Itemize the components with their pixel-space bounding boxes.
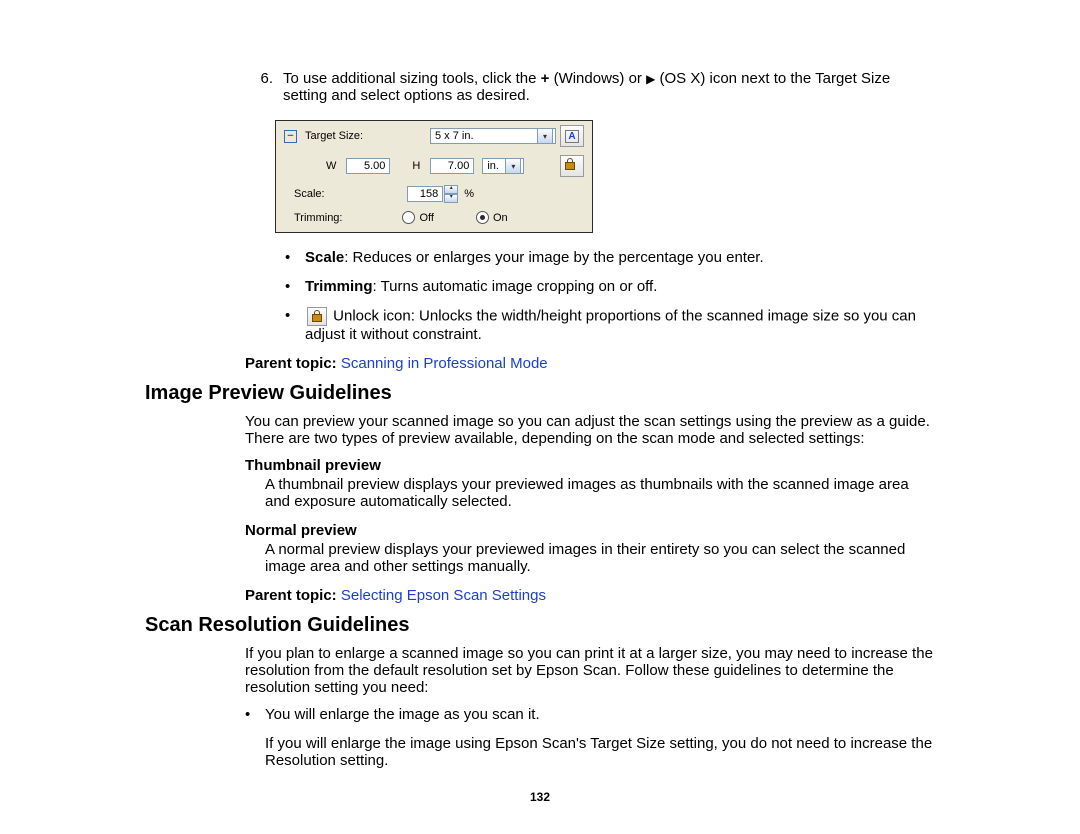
trim-off-radio[interactable]: Off bbox=[402, 211, 433, 224]
parent-link-1[interactable]: Scanning in Professional Mode bbox=[341, 355, 548, 372]
h-label: H bbox=[412, 160, 420, 172]
target-size-dropdown[interactable]: 5 x 7 in. ▾ bbox=[430, 128, 556, 144]
scale-spinner[interactable]: ▴▾ bbox=[444, 185, 458, 203]
bullet-icon bbox=[285, 307, 305, 343]
trim-on-radio[interactable]: On bbox=[476, 211, 508, 224]
w-label: W bbox=[326, 160, 336, 172]
unlock-icon bbox=[307, 307, 327, 326]
parent-topic-1: Parent topic: Scanning in Professional M… bbox=[245, 355, 935, 372]
dd-thumbnail: A thumbnail preview displays your previe… bbox=[265, 476, 935, 510]
parent-topic-2: Parent topic: Selecting Epson Scan Setti… bbox=[245, 587, 935, 604]
play-symbol: ▶ bbox=[646, 72, 655, 86]
step-content: To use additional sizing tools, click th… bbox=[283, 70, 935, 104]
target-size-value: 5 x 7 in. bbox=[433, 130, 535, 142]
bullet-icon bbox=[285, 278, 305, 295]
collapse-icon[interactable]: − bbox=[284, 130, 297, 143]
orientation-icon[interactable]: A bbox=[560, 125, 584, 147]
target-size-label: Target Size: bbox=[305, 130, 363, 142]
panel-row-trim: Trimming: Off On bbox=[276, 207, 592, 232]
panel-row-scale: Scale: 158 ▴▾ % bbox=[276, 181, 592, 207]
trimming-label: Trimming: bbox=[294, 212, 342, 224]
parent-label-2: Parent topic: bbox=[245, 587, 341, 604]
definition-list: Thumbnail preview A thumbnail preview di… bbox=[245, 457, 935, 575]
target-size-panel: − Target Size: 5 x 7 in. ▾ A W 5.00 H 7.… bbox=[275, 120, 593, 233]
chevron-down-icon[interactable]: ▾ bbox=[537, 128, 553, 144]
bullet-list-1: Scale: Reduces or enlarges your image by… bbox=[285, 249, 935, 343]
bullet-icon bbox=[285, 249, 305, 266]
para-scan-resolution: If you plan to enlarge a scanned image s… bbox=[245, 645, 935, 696]
panel-row-target: − Target Size: 5 x 7 in. ▾ A bbox=[276, 121, 592, 151]
bullet-enlarge: You will enlarge the image as you scan i… bbox=[245, 706, 935, 723]
parent-label-1: Parent topic: bbox=[245, 355, 341, 372]
bullet-unlock-text: Unlock icon: Unlocks the width/height pr… bbox=[305, 307, 916, 343]
h-input[interactable]: 7.00 bbox=[430, 158, 474, 174]
scale-label: Scale: bbox=[294, 188, 325, 200]
trim-on-label: On bbox=[493, 212, 508, 224]
trim-off-label: Off bbox=[419, 212, 433, 224]
bullet-trim-rest: : Turns automatic image cropping on or o… bbox=[373, 278, 658, 295]
chevron-down-icon[interactable]: ▾ bbox=[505, 158, 521, 174]
heading-image-preview: Image Preview Guidelines bbox=[145, 382, 935, 405]
dd-normal: A normal preview displays your previewed… bbox=[265, 541, 935, 575]
bullet-scale-rest: : Reduces or enlarges your image by the … bbox=[344, 249, 763, 266]
bullet-scale: Scale: Reduces or enlarges your image by… bbox=[285, 249, 935, 266]
bullet-enlarge-note: If you will enlarge the image using Epso… bbox=[265, 735, 935, 769]
step-6: 6. To use additional sizing tools, click… bbox=[245, 70, 935, 104]
bullet-unlock: Unlock icon: Unlocks the width/height pr… bbox=[285, 307, 935, 343]
parent-link-2[interactable]: Selecting Epson Scan Settings bbox=[341, 587, 546, 604]
w-input[interactable]: 5.00 bbox=[346, 158, 390, 174]
heading-scan-resolution: Scan Resolution Guidelines bbox=[145, 614, 935, 637]
step-text-2: (Windows) or bbox=[549, 70, 646, 87]
bullet-trim-bold: Trimming bbox=[305, 278, 373, 295]
bullet-trimming: Trimming: Turns automatic image cropping… bbox=[285, 278, 935, 295]
lock-icon[interactable] bbox=[560, 155, 584, 177]
dt-thumbnail: Thumbnail preview bbox=[245, 457, 935, 474]
a-icon-text: A bbox=[565, 130, 578, 143]
unit-value: in. bbox=[485, 160, 503, 172]
para-image-preview: You can preview your scanned image so yo… bbox=[245, 413, 935, 447]
panel-row-wh: W 5.00 H 7.00 in. ▾ bbox=[276, 151, 592, 181]
page-number: 132 bbox=[0, 790, 1080, 804]
step-text-1: To use additional sizing tools, click th… bbox=[283, 70, 541, 87]
step-number: 6. bbox=[245, 70, 283, 104]
bullet-scale-bold: Scale bbox=[305, 249, 344, 266]
bullet-enlarge-note-text: If you will enlarge the image using Epso… bbox=[265, 735, 935, 769]
dt-normal: Normal preview bbox=[245, 522, 935, 539]
page: 6. To use additional sizing tools, click… bbox=[0, 0, 1080, 834]
unit-dropdown[interactable]: in. ▾ bbox=[482, 158, 524, 174]
scale-input[interactable]: 158 bbox=[407, 186, 443, 202]
bullet-enlarge-text: You will enlarge the image as you scan i… bbox=[265, 706, 935, 723]
bullet-list-2: You will enlarge the image as you scan i… bbox=[245, 706, 935, 769]
scale-unit: % bbox=[464, 188, 474, 200]
bullet-icon bbox=[245, 706, 265, 723]
